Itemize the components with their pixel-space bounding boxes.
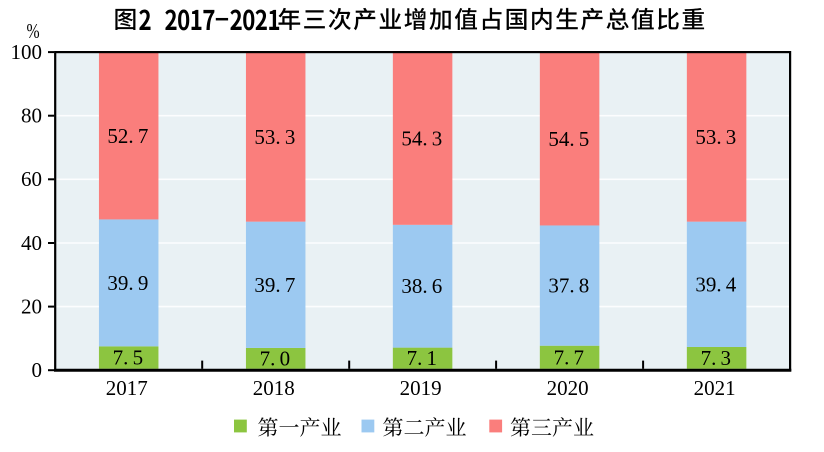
svg-text:2017: 2017 [106, 376, 148, 400]
svg-text:2021: 2021 [694, 376, 736, 400]
svg-text:2020: 2020 [547, 376, 589, 400]
svg-text:37.8: 37. 8 [548, 274, 589, 298]
svg-text:2019: 2019 [400, 376, 442, 400]
svg-text:0: 0 [32, 358, 43, 382]
svg-text:100: 100 [11, 40, 43, 64]
svg-text:54.3: 54. 3 [401, 127, 442, 151]
svg-text:54.5: 54. 5 [548, 127, 589, 151]
svg-text:39.9: 39. 9 [107, 271, 148, 295]
svg-text:38.6: 38. 6 [401, 274, 442, 298]
svg-text:7.7: 7. 7 [554, 345, 584, 369]
svg-text:7.1: 7. 1 [407, 346, 437, 370]
svg-text:60: 60 [21, 167, 42, 191]
svg-text:7.3: 7. 3 [701, 346, 731, 370]
svg-text:80: 80 [21, 104, 42, 128]
svg-text:53.3: 53. 3 [254, 125, 295, 149]
svg-text:7.0: 7. 0 [260, 346, 290, 370]
svg-text:20: 20 [21, 294, 42, 318]
svg-text:%: % [26, 20, 39, 44]
svg-text:7.5: 7. 5 [113, 346, 143, 370]
svg-text:53.3: 53. 3 [695, 125, 736, 149]
svg-text:2018: 2018 [253, 376, 295, 400]
svg-text:39.4: 39. 4 [695, 272, 736, 296]
svg-text:40: 40 [21, 231, 42, 255]
svg-text:52.7: 52. 7 [107, 124, 148, 148]
svg-text:39.7: 39. 7 [254, 273, 295, 297]
